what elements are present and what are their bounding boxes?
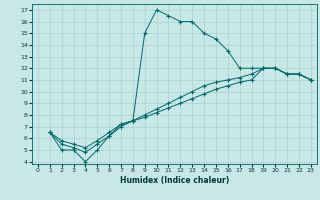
X-axis label: Humidex (Indice chaleur): Humidex (Indice chaleur) [120,176,229,185]
